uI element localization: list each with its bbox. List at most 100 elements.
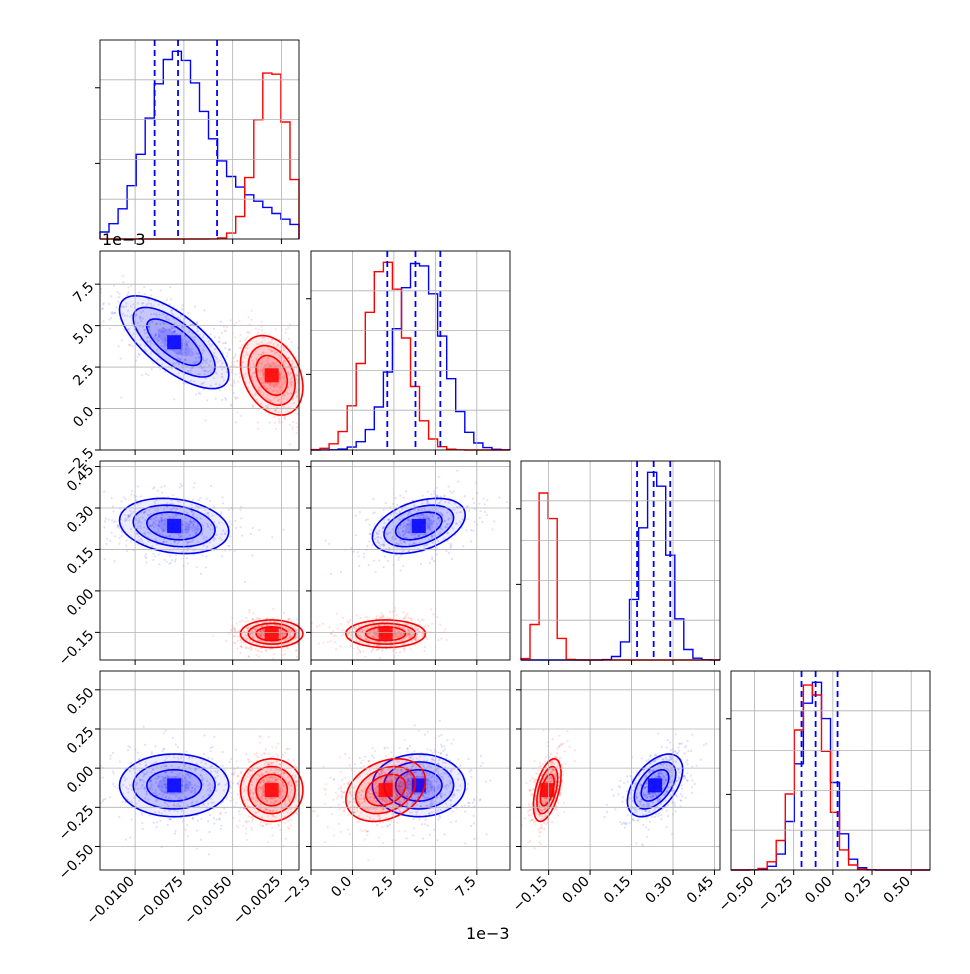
scatter-point bbox=[163, 345, 166, 348]
scatter-point bbox=[169, 561, 172, 565]
scatter-point bbox=[440, 637, 443, 640]
scatter-point bbox=[482, 497, 485, 500]
scatter-point bbox=[485, 833, 488, 836]
scatter-point bbox=[163, 484, 166, 488]
scatter-point bbox=[264, 363, 267, 367]
scatter-point bbox=[140, 537, 143, 541]
scatter-point bbox=[290, 380, 293, 383]
scatter-point bbox=[254, 648, 257, 651]
scatter-point bbox=[381, 649, 384, 652]
scatter-point bbox=[125, 305, 128, 308]
scatter-point bbox=[286, 344, 289, 348]
scatter-point bbox=[111, 770, 115, 773]
scatter-point bbox=[145, 372, 148, 375]
scatter-point bbox=[168, 817, 171, 821]
scatter-point bbox=[266, 393, 269, 396]
scatter-point bbox=[229, 384, 233, 387]
scatter-point bbox=[268, 399, 271, 402]
scatter-point bbox=[356, 652, 359, 655]
scatter-point bbox=[246, 353, 249, 357]
scatter-point bbox=[154, 334, 157, 337]
scatter-point bbox=[125, 549, 129, 553]
scatter-point bbox=[287, 357, 290, 360]
scatter-point bbox=[185, 348, 188, 351]
scatter-point bbox=[332, 798, 335, 801]
scatter-point bbox=[271, 746, 274, 749]
scatter-point bbox=[333, 779, 336, 782]
scatter-point bbox=[263, 385, 266, 388]
scatter-point bbox=[195, 566, 198, 569]
scatter-point bbox=[238, 372, 241, 375]
scatter-point bbox=[160, 486, 163, 489]
scatter-point bbox=[123, 314, 126, 317]
scatter-point bbox=[333, 834, 336, 837]
scatter-point bbox=[206, 399, 209, 402]
scatter-point bbox=[439, 495, 442, 498]
scatter-point bbox=[179, 314, 182, 317]
scatter-point bbox=[311, 810, 315, 813]
scatter-point bbox=[246, 343, 249, 346]
scatter-point bbox=[426, 748, 429, 751]
scatter-point bbox=[142, 325, 145, 328]
scatter-point bbox=[259, 735, 262, 739]
scatter-point bbox=[171, 327, 174, 330]
scatter-point bbox=[154, 332, 157, 335]
scatter-point bbox=[205, 361, 208, 365]
scatter-point bbox=[258, 369, 261, 372]
scatter-point bbox=[240, 770, 243, 773]
scatter-point bbox=[378, 656, 381, 660]
scatter-point bbox=[111, 519, 114, 522]
scatter-point bbox=[259, 820, 262, 824]
scatter-point bbox=[450, 492, 453, 495]
scatter-point bbox=[290, 619, 293, 622]
scatter-point bbox=[446, 739, 449, 742]
scatter-point bbox=[228, 348, 231, 351]
scatter-point bbox=[245, 336, 248, 339]
scatter-point bbox=[380, 611, 383, 615]
scatter-point bbox=[162, 327, 165, 330]
scatter-point bbox=[337, 787, 340, 790]
scatter-point bbox=[409, 648, 412, 651]
scatter-point bbox=[257, 389, 260, 392]
scatter-point bbox=[283, 394, 286, 397]
scatter-point bbox=[154, 745, 157, 748]
scatter-point bbox=[186, 824, 189, 827]
scatter-point bbox=[180, 344, 183, 347]
scatter-point bbox=[224, 341, 227, 345]
scatter-point bbox=[175, 361, 178, 364]
scatter-point bbox=[237, 826, 240, 829]
scatter-point bbox=[201, 554, 204, 557]
scatter-point bbox=[196, 847, 199, 850]
scatter-point bbox=[274, 409, 277, 412]
scatter-point bbox=[467, 518, 470, 521]
scatter-point bbox=[451, 810, 455, 813]
scatter-point bbox=[212, 367, 215, 370]
scatter-point bbox=[254, 392, 257, 395]
scatter-point bbox=[212, 327, 215, 330]
scatter-point bbox=[470, 529, 473, 532]
scatter-point bbox=[247, 655, 250, 658]
scatter-point bbox=[408, 744, 411, 748]
scatter-point bbox=[155, 312, 158, 315]
scatter-point bbox=[226, 325, 229, 329]
scatter-point bbox=[181, 342, 184, 345]
scatter-point bbox=[276, 344, 280, 347]
scatter-point bbox=[160, 519, 163, 522]
scatter-point bbox=[138, 353, 141, 356]
scatter-point bbox=[197, 392, 201, 395]
scatter-point bbox=[272, 384, 275, 387]
scatter-point bbox=[437, 735, 441, 738]
scatter-point bbox=[121, 800, 124, 804]
scatter-point bbox=[457, 480, 460, 483]
scatter-point bbox=[342, 791, 345, 795]
scatter-point bbox=[116, 787, 119, 790]
scatter-point bbox=[269, 399, 272, 402]
scatter-point bbox=[269, 341, 272, 344]
scatter-point bbox=[189, 354, 192, 357]
scatter-point bbox=[213, 735, 216, 738]
scatter-point bbox=[266, 387, 269, 390]
scatter-point bbox=[233, 381, 236, 384]
scatter-point bbox=[225, 796, 229, 799]
scatter-point bbox=[139, 495, 142, 498]
scatter-point bbox=[471, 497, 474, 500]
